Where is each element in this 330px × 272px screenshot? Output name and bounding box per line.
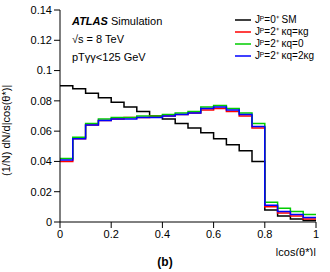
svg-text:0.1: 0.1	[37, 64, 52, 76]
svg-text:0.04: 0.04	[31, 155, 52, 167]
svg-text:0.06: 0.06	[31, 125, 52, 137]
svg-text:0: 0	[46, 216, 52, 228]
svg-text:0.4: 0.4	[155, 228, 170, 240]
svg-text:0.6: 0.6	[206, 228, 221, 240]
html-text:Jᴾ=2⁺ κq=κg: Jᴾ=2⁺ κq=κg	[255, 26, 309, 37]
html-text:Jᴾ=0⁺ SM: Jᴾ=0⁺ SM	[255, 14, 297, 25]
html-text:Jᴾ=2⁺ κq=2κg: Jᴾ=2⁺ κq=2κg	[255, 50, 314, 61]
svg-text:|cos(θ*)|: |cos(θ*)|	[275, 246, 316, 256]
svg-text:1: 1	[313, 228, 319, 240]
html-text:pTγγ<125 GeV: pTγγ<125 GeV	[72, 51, 146, 63]
svg-text:0.8: 0.8	[257, 228, 272, 240]
html-text:(b): (b)	[157, 255, 173, 269]
svg-text:0: 0	[57, 228, 63, 240]
html-text:√s = 8 TeV: √s = 8 TeV	[72, 33, 124, 45]
svg-text:0.08: 0.08	[31, 95, 52, 107]
html-text:Jᴾ=2⁺ κq=0: Jᴾ=2⁺ κq=0	[255, 38, 304, 49]
svg-text:(1/N) dN/d|cos(θ*)|: (1/N) dN/d|cos(θ*)|	[8, 85, 12, 176]
svg-text:0.02: 0.02	[31, 186, 52, 198]
svg-text:0.2: 0.2	[104, 228, 119, 240]
svg-text:0.14: 0.14	[31, 4, 52, 16]
svg-text:0.12: 0.12	[31, 34, 52, 46]
html-text:ATLAS Simulation: ATLAS Simulation	[72, 15, 163, 27]
